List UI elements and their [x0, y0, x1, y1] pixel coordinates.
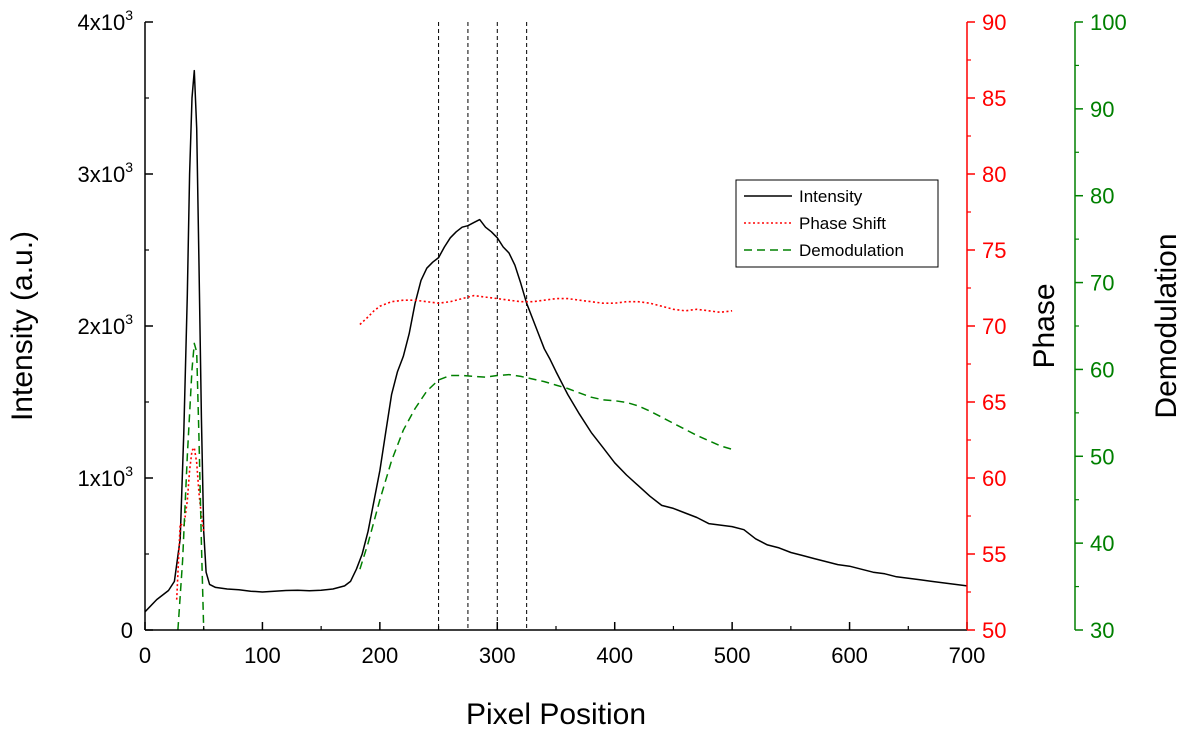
tick-mantissa: 4x10: [77, 10, 125, 35]
axes: 0 100 200 300 400 500 600 700 Pixel Position 0 1x1…: [6, 7, 1183, 729]
left-tick-text: 2x103: [77, 311, 133, 339]
x-tick-label: 500: [714, 643, 751, 668]
demodulation-tick-label: 40: [1090, 531, 1114, 556]
tick-mantissa: 2x10: [77, 314, 125, 339]
x-tick-label: 200: [361, 643, 398, 668]
phase-tick-label: 75: [982, 238, 1006, 263]
demodulation-tick-label: 80: [1090, 184, 1114, 209]
phase-tick-label: 90: [982, 10, 1006, 35]
phase-axis-label: Phase: [1028, 283, 1061, 368]
demodulation-tick-label: 30: [1090, 618, 1114, 643]
series-line-demodulation-1: [177, 342, 205, 631]
demodulation-tick-label: 90: [1090, 97, 1114, 122]
left-tick-label: 2x103: [77, 311, 133, 339]
phase-tick-label: 50: [982, 618, 1006, 643]
tick-exponent: 3: [125, 7, 133, 23]
legend-label: Intensity: [799, 187, 863, 206]
demodulation-axis-label: Demodulation: [1150, 233, 1183, 418]
tick-exponent: 3: [125, 311, 133, 327]
legend-label: Phase Shift: [799, 214, 886, 233]
tick-mantissa: 0: [121, 618, 133, 643]
tick-exponent: 3: [125, 463, 133, 479]
plot-area: [144, 22, 968, 631]
legend-label: Demodulation: [799, 241, 904, 260]
left-tick-text: 3x103: [77, 159, 133, 187]
phase-tick-label: 85: [982, 86, 1006, 111]
phase-tick-label: 55: [982, 542, 1006, 567]
demodulation-tick-label: 70: [1090, 271, 1114, 296]
legend: Intensity Phase Shift Demodulation: [735, 179, 939, 268]
left-tick-label: 1x103: [77, 463, 133, 491]
phase-tick-label: 65: [982, 390, 1006, 415]
x-tick-label: 100: [244, 643, 281, 668]
x-axis-label: Pixel Position: [466, 698, 646, 729]
x-tick-label: 300: [479, 643, 516, 668]
demodulation-tick-label: 100: [1090, 10, 1127, 35]
left-tick-text: 1x103: [77, 463, 133, 491]
left-tick-text: 4x103: [77, 7, 133, 35]
tick-exponent: 3: [125, 159, 133, 175]
x-tick-label: 0: [139, 643, 151, 668]
demodulation-tick-label: 60: [1090, 357, 1114, 382]
tick-mantissa: 1x10: [77, 466, 125, 491]
left-tick-label: 4x103: [77, 7, 133, 35]
series-line-intensity: [144, 69, 968, 613]
x-tick-label: 700: [949, 643, 986, 668]
phase-tick-label: 80: [982, 162, 1006, 187]
tick-mantissa: 3x10: [77, 162, 125, 187]
legend-box: [735, 179, 939, 268]
phase-tick-label: 70: [982, 314, 1006, 339]
left-tick-text: 0: [121, 618, 133, 643]
left-tick-label: 3x103: [77, 159, 133, 187]
x-tick-label: 400: [596, 643, 633, 668]
series-line-phase-shift-2: [359, 294, 733, 326]
phase-tick-label: 60: [982, 466, 1006, 491]
left-axis-label: Intensity (a.u.): [6, 231, 39, 421]
left-tick-label: 0: [121, 618, 133, 643]
demodulation-tick-label: 50: [1090, 444, 1114, 469]
series-line-demodulation-2: [359, 373, 733, 570]
x-tick-label: 600: [831, 643, 868, 668]
